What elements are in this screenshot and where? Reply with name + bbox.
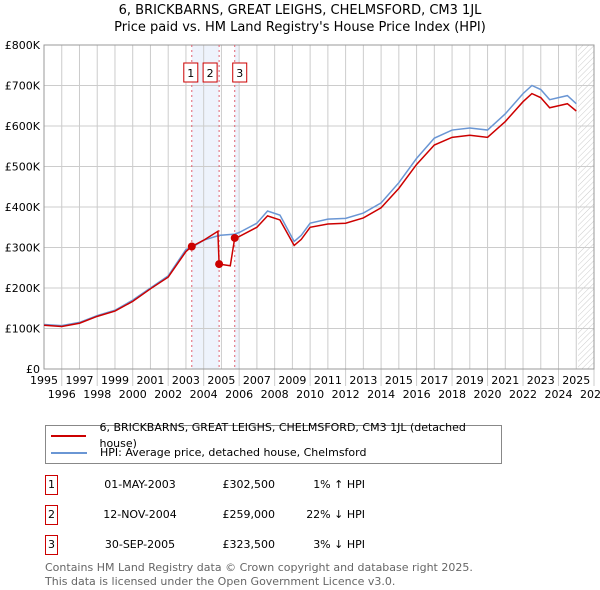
x-tick-label: 2003 (172, 374, 200, 387)
transaction-row: 3 30-SEP-2005 £323,500 3% ↓ HPI (45, 535, 445, 555)
sale-price: £302,500 (222, 478, 276, 491)
hpi-diff: 3% ↓ HPI (313, 538, 365, 551)
x-tick-label: 2011 (314, 374, 342, 387)
x-tick-label: 2005 (207, 374, 235, 387)
red-line-swatch (51, 435, 87, 437)
x-tick-label: 2016 (403, 388, 431, 401)
x-tick-label: 2007 (243, 374, 271, 387)
x-tick-label: 1997 (65, 374, 93, 387)
transaction-row: 2 12-NOV-2004 £259,000 22% ↓ HPI (45, 505, 445, 525)
sale-marker-label: 1 (187, 67, 194, 80)
price-chart: £0 £100K £200K £300K £400K £500K £600K £700K £80… (5, 39, 600, 401)
sale-marker-badge: 3 (45, 535, 58, 555)
sale-point (187, 242, 196, 251)
footer-line-1: Contains HM Land Registry data © Crown c… (45, 561, 473, 574)
x-tick-label: 2019 (456, 374, 484, 387)
sale-marker-label: 3 (236, 67, 243, 80)
x-tick-label: 2023 (527, 374, 555, 387)
x-tick-label: 1996 (48, 388, 76, 401)
sale-point (215, 260, 224, 269)
x-tick-label: 2006 (225, 388, 253, 401)
y-tick-label: £700K (5, 80, 41, 93)
sale-marker-label: 2 (207, 67, 214, 80)
x-tick-label: 2002 (154, 388, 182, 401)
y-tick-label: £500K (5, 161, 41, 174)
x-tick-label: 2024 (545, 388, 573, 401)
legend-hpi: HPI: Average price, detached house, Chel… (100, 446, 367, 459)
x-tick-label: 2013 (349, 374, 377, 387)
x-tick-label: 2021 (491, 374, 519, 387)
x-tick-label: 2015 (385, 374, 413, 387)
price-paid-line (43, 92, 577, 328)
x-tick-label: 2017 (420, 374, 448, 387)
x-tick-label: 1995 (30, 374, 58, 387)
sale-point (230, 233, 239, 242)
sale-date: 01-MAY-2003 (104, 478, 176, 491)
sale-date: 12-NOV-2004 (103, 508, 177, 521)
sale-marker-box (202, 62, 218, 83)
hpi-diff: 1% ↑ HPI (313, 478, 365, 491)
plot-frame (43, 44, 595, 370)
x-tick-label: 2026 (580, 388, 600, 401)
x-tick-label: 1999 (101, 374, 129, 387)
x-tick-label: 2022 (509, 388, 537, 401)
sale-marker-box (183, 62, 199, 83)
footer-line-2: This data is licensed under the Open Gov… (45, 575, 396, 588)
y-tick-label: £400K (5, 201, 41, 214)
sale-marker-box (232, 62, 248, 83)
legend-property: 6, BRICKBARNS, GREAT LEIGHS, CHELMSFORD,… (99, 421, 466, 450)
x-tick-label: 1998 (83, 388, 111, 401)
chart-subtitle: Price paid vs. HM Land Registry's House … (114, 20, 486, 35)
x-tick-label: 2014 (367, 388, 395, 401)
legend: 6, BRICKBARNS, GREAT LEIGHS, CHELMSFORD,… (45, 421, 502, 464)
x-tick-label: 2018 (438, 388, 466, 401)
y-tick-label: £200K (5, 282, 41, 295)
sale-date: 30-SEP-2005 (104, 538, 176, 551)
y-tick-label: £300K (5, 242, 41, 255)
y-tick-label: £100K (5, 323, 41, 336)
y-tick-label: £800K (5, 39, 41, 52)
x-tick-label: 2004 (190, 388, 218, 401)
x-tick-label: 2001 (136, 374, 164, 387)
y-tick-label: £600K (5, 120, 41, 133)
x-tick-label: 2000 (119, 388, 147, 401)
sale-price: £323,500 (222, 538, 276, 551)
x-tick-label: 2009 (278, 374, 306, 387)
x-tick-label: 2020 (474, 388, 502, 401)
x-tick-label: 2008 (261, 388, 289, 401)
y-tick-label: £0 (26, 363, 40, 376)
blue-line-swatch (51, 452, 87, 454)
transaction-row: 1 01-MAY-2003 £302,500 1% ↑ HPI (45, 475, 445, 495)
sale-marker-badge: 2 (45, 505, 58, 525)
x-tick-label: 2025 (562, 374, 590, 387)
chart-title: 6, BRICKBARNS, GREAT LEIGHS, CHELMSFORD,… (118, 3, 482, 18)
x-tick-label: 2012 (332, 388, 360, 401)
sale-marker-badge: 1 (45, 475, 58, 495)
x-tick-label: 2010 (296, 388, 324, 401)
sale-price: £259,000 (222, 508, 276, 521)
hpi-diff: 22% ↓ HPI (306, 508, 365, 521)
